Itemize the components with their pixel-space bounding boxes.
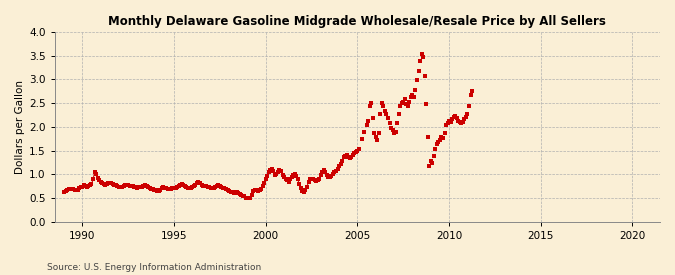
Y-axis label: Dollars per Gallon: Dollars per Gallon	[15, 80, 25, 174]
Title: Monthly Delaware Gasoline Midgrade Wholesale/Resale Price by All Sellers: Monthly Delaware Gasoline Midgrade Whole…	[109, 15, 606, 28]
Text: Source: U.S. Energy Information Administration: Source: U.S. Energy Information Administ…	[47, 263, 261, 272]
